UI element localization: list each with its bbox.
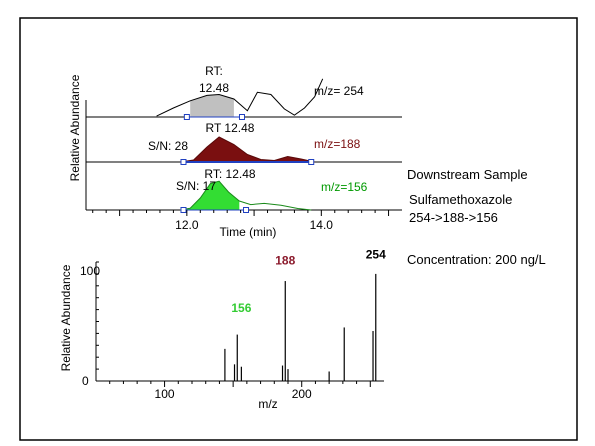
peak-annotation: 188	[275, 253, 295, 267]
chromatogram-y-axis-label: Relative Abundance	[68, 74, 82, 181]
trace-line	[180, 136, 315, 163]
retention-time-label: RT 12.48	[206, 121, 255, 135]
time-tick-label: 14.0	[310, 218, 334, 232]
integration-marker	[238, 114, 245, 120]
mass-spectrum-panel: Relative Abundance m/z 100 0 100 200 156 18…	[59, 247, 386, 411]
sample-name: Downstream Sample	[407, 167, 528, 182]
chromatogram-trace-1: RT: 12.48 m/z= 254	[86, 64, 402, 120]
concentration-label: Concentration: 200 ng/L	[407, 252, 546, 267]
trace-line	[180, 180, 312, 211]
chromatogram-trace-2: RT 12.48 S/N: 28 m/z=188	[86, 121, 402, 165]
signal-noise-label: S/N: 17	[176, 179, 216, 193]
spectrum-y-max-label: 100	[80, 264, 100, 278]
integration-marker	[180, 207, 187, 213]
time-tick-label: 12.0	[175, 218, 199, 232]
peak-area	[180, 181, 240, 210]
integration-marker	[308, 159, 315, 165]
chromatogram-panel: Relative Abundance Time (min) RT: 12.48 m/…	[68, 64, 402, 239]
spectrum-x-tick-label: 200	[292, 387, 312, 401]
mz-label: m/z=188	[314, 137, 361, 151]
chromatogram-x-axis-label: Time (min)	[220, 225, 277, 239]
chromatogram-trace-3: RT: 12.48S/N: 17 m/z=156	[86, 167, 402, 213]
figure-border	[19, 17, 578, 441]
signal-noise-label: S/N: 28	[148, 139, 188, 153]
transition-label: 254->188->156	[409, 210, 498, 225]
compound-name: Sulfamethoxazole	[409, 192, 513, 207]
spectrum-x-axis-label: m/z	[258, 397, 277, 411]
mz-label: m/z=156	[321, 180, 368, 194]
spectrum-y-axis-label: Relative Abundance	[59, 264, 73, 371]
peak-annotation: 254	[366, 247, 386, 261]
mz-label: m/z= 254	[314, 84, 364, 98]
peak-area	[180, 137, 315, 162]
spectrum-x-tick-label: 100	[155, 387, 175, 401]
integration-marker	[183, 114, 190, 120]
peak-area	[190, 94, 234, 117]
retention-time-label: RT: 12.48	[204, 167, 255, 181]
integration-marker	[180, 159, 187, 165]
retention-time-label: RT:	[205, 64, 223, 78]
trace-line	[156, 78, 324, 117]
peak-annotation: 156	[231, 301, 251, 315]
retention-time-value: 12.48	[199, 81, 229, 95]
integration-marker	[243, 207, 250, 213]
spectrum-y-min-label: 0	[82, 374, 89, 388]
